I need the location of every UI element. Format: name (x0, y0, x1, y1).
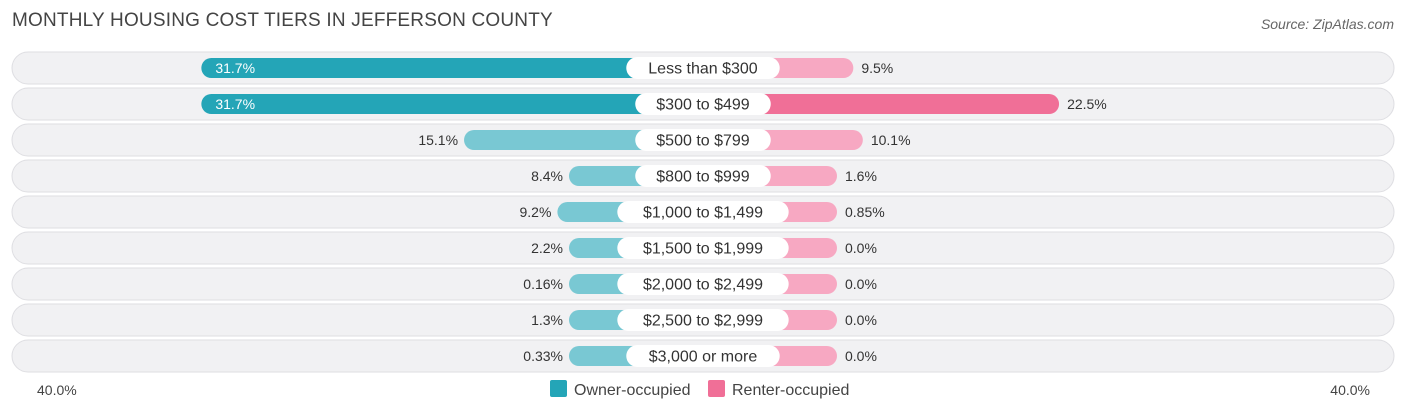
category-label: $300 to $499 (656, 97, 750, 114)
legend-swatch-owner (550, 380, 567, 397)
owner-value-label: 8.4% (531, 168, 563, 184)
owner-value-label: 1.3% (531, 312, 563, 328)
renter-value-label: 9.5% (861, 60, 893, 76)
owner-value-label: 0.16% (523, 276, 563, 292)
owner-value-label: 31.7% (215, 60, 255, 76)
chart-legend: Owner-occupied Renter-occupied (550, 380, 849, 399)
chart-row: $3,000 or more 0.33% 0.0% (11, 339, 1395, 373)
category-pill (617, 201, 789, 223)
chart-row: $1,500 to $1,999 2.2% 0.0% (11, 231, 1395, 265)
category-label: $3,000 or more (649, 349, 758, 366)
renter-bar (703, 94, 1060, 114)
renter-value-label: 0.85% (845, 204, 885, 220)
chart-row: $500 to $799 15.1% 10.1% (11, 123, 1395, 157)
axis-label-right: 40.0% (1330, 382, 1370, 398)
chart-title: MONTHLY HOUSING COST TIERS IN JEFFERSON … (12, 10, 553, 31)
category-pill (635, 129, 771, 151)
renter-value-label: 10.1% (871, 132, 911, 148)
category-pill (626, 345, 780, 367)
chart-axis: 40.0% 40.0% (37, 382, 1370, 398)
owner-value-label: 9.2% (519, 204, 551, 220)
category-label: $2,000 to $2,499 (643, 277, 763, 294)
category-pill (617, 309, 789, 331)
axis-label-left: 40.0% (37, 382, 77, 398)
category-label: $500 to $799 (656, 133, 750, 150)
chart-row: $2,500 to $2,999 1.3% 0.0% (11, 303, 1395, 337)
chart-source: Source: ZipAtlas.com (1260, 16, 1394, 32)
category-pill (626, 57, 780, 79)
category-pill (617, 237, 789, 259)
legend-label-renter: Renter-occupied (732, 382, 849, 399)
category-label: Less than $300 (648, 61, 758, 78)
chart-row: $300 to $499 31.7% 22.5% (11, 87, 1395, 121)
legend-label-owner: Owner-occupied (574, 382, 691, 399)
category-label: $1,000 to $1,499 (643, 205, 763, 222)
chart-row: $1,000 to $1,499 9.2% 0.85% (11, 195, 1395, 229)
renter-value-label: 0.0% (845, 240, 877, 256)
owner-value-label: 15.1% (418, 132, 458, 148)
chart-row: $2,000 to $2,499 0.16% 0.0% (11, 267, 1395, 301)
renter-value-label: 0.0% (845, 348, 877, 364)
renter-value-label: 0.0% (845, 312, 877, 328)
renter-value-label: 1.6% (845, 168, 877, 184)
renter-value-label: 0.0% (845, 276, 877, 292)
chart-row: $800 to $999 8.4% 1.6% (11, 159, 1395, 193)
legend-swatch-renter (708, 380, 725, 397)
owner-value-label: 2.2% (531, 240, 563, 256)
owner-value-label: 0.33% (523, 348, 563, 364)
owner-bar (201, 94, 703, 114)
chart-row: Less than $300 31.7% 9.5% (11, 51, 1395, 85)
category-pill (635, 165, 771, 187)
renter-value-label: 22.5% (1067, 96, 1107, 112)
category-pill (617, 273, 789, 295)
chart-rows: Less than $300 31.7% 9.5% $300 to $499 31.7%… (11, 51, 1395, 373)
owner-bar (201, 58, 703, 78)
category-pill (635, 93, 771, 115)
category-label: $1,500 to $1,999 (643, 241, 763, 258)
category-label: $2,500 to $2,999 (643, 313, 763, 330)
category-label: $800 to $999 (656, 169, 750, 186)
owner-value-label: 31.7% (215, 96, 255, 112)
